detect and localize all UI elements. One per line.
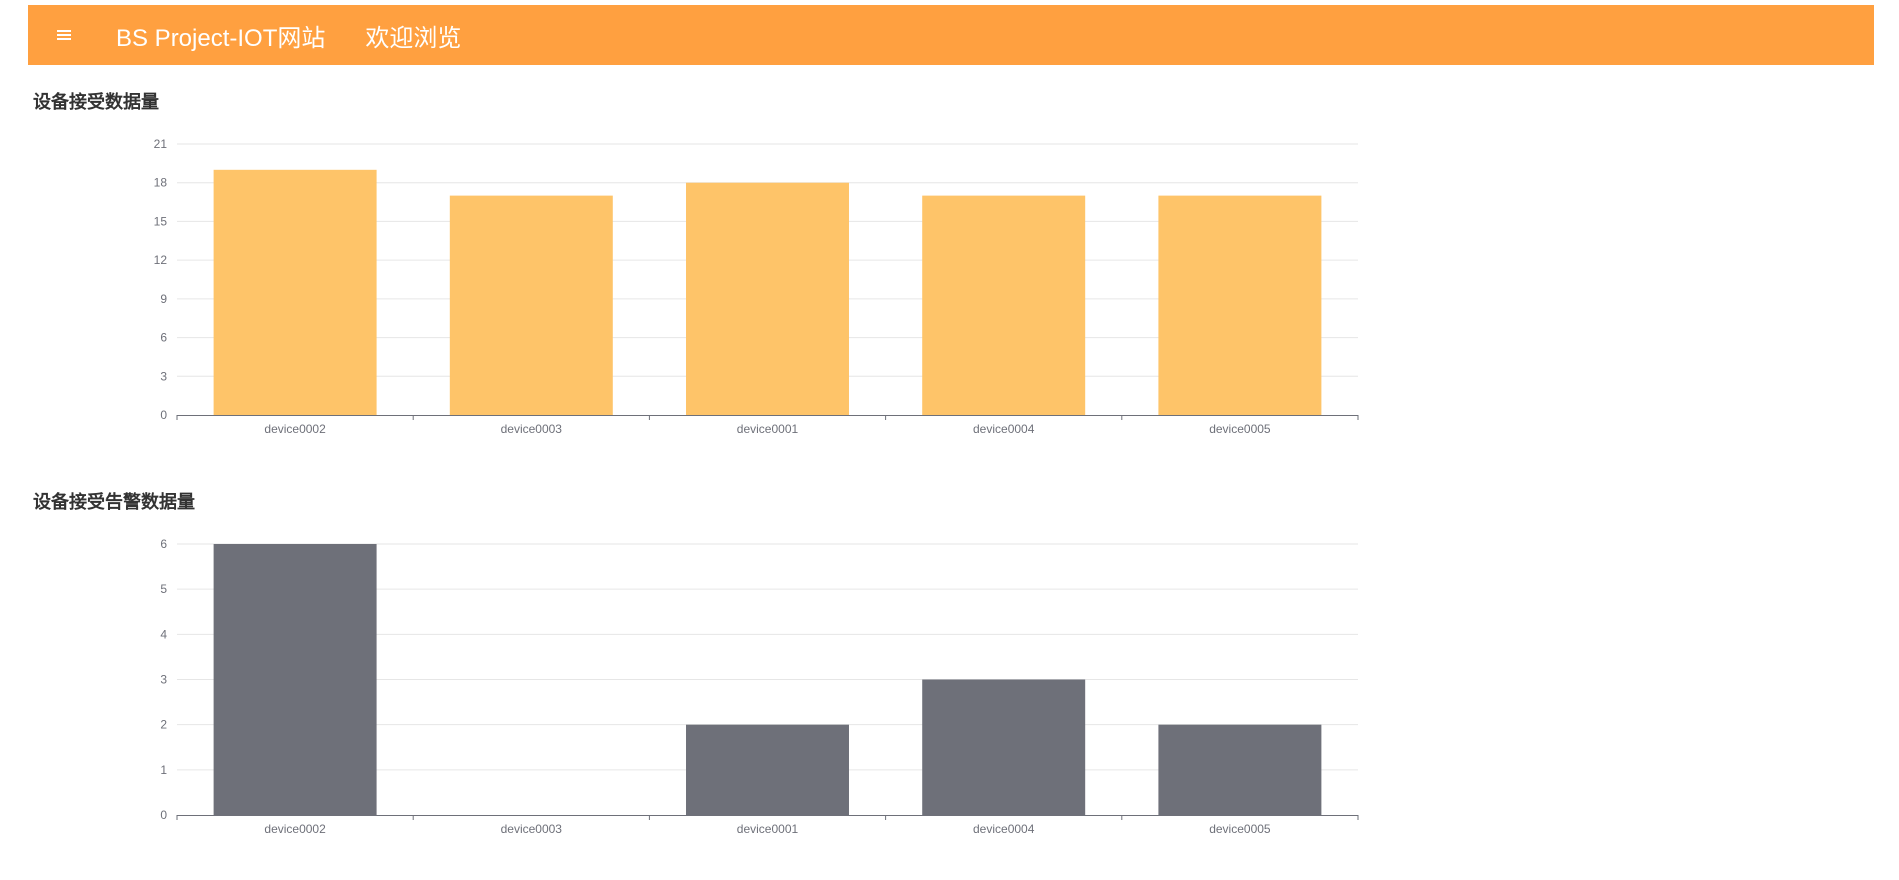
y-tick-label: 12 [154, 253, 168, 267]
y-tick-label: 6 [160, 331, 167, 345]
x-tick-label: device0002 [264, 822, 326, 836]
hamburger-menu-icon[interactable] [28, 5, 88, 65]
y-tick-label: 3 [160, 673, 167, 687]
x-tick-label: device0001 [737, 822, 799, 836]
x-tick-label: device0005 [1209, 422, 1271, 436]
y-tick-label: 15 [154, 214, 168, 228]
section-title-alarm-count: 设备接受告警数据量 [33, 492, 195, 512]
y-tick-label: 5 [160, 582, 167, 596]
device-data-count-chart: 0 3 6 9 12 15 18 21 device0002 device0003 device00… [154, 137, 1359, 436]
bar-device0005[interactable] [1158, 724, 1322, 815]
bar-device0003[interactable] [449, 195, 613, 415]
bar-device0002[interactable] [213, 544, 377, 815]
x-tick-label: device0002 [264, 422, 326, 436]
x-tick-label: device0004 [973, 422, 1035, 436]
x-tick-label: device0001 [737, 422, 799, 436]
x-tick-label: device0003 [501, 822, 563, 836]
bar-device0005[interactable] [1158, 195, 1322, 415]
y-tick-label: 6 [160, 537, 167, 551]
bar-device0002[interactable] [213, 169, 377, 415]
section-title-data-count: 设备接受数据量 [33, 92, 159, 112]
x-tick-label: device0003 [501, 422, 563, 436]
top-navbar: BS Project-IOT网站 欢迎浏览 [28, 5, 1874, 65]
y-tick-label: 4 [160, 627, 167, 641]
y-tick-label: 0 [160, 408, 167, 422]
bar-device0001[interactable] [686, 724, 849, 815]
y-tick-label: 3 [160, 369, 167, 383]
x-tick-label: device0004 [973, 822, 1035, 836]
y-tick-label: 9 [160, 292, 167, 306]
site-brand-link[interactable]: BS Project-IOT网站 [116, 24, 326, 52]
bar-device0001[interactable] [686, 182, 849, 415]
welcome-text: 欢迎浏览 [365, 24, 462, 52]
y-tick-label: 21 [154, 137, 168, 151]
y-tick-label: 18 [154, 176, 168, 190]
x-tick-label: device0005 [1209, 822, 1271, 836]
y-tick-label: 1 [160, 763, 167, 777]
bar-device0004[interactable] [922, 195, 1086, 415]
device-alarm-count-chart: 0 1 2 3 4 5 6 device0002 device0003 device0001 dev… [160, 537, 1359, 836]
bar-device0004[interactable] [922, 679, 1086, 816]
y-tick-label: 0 [160, 808, 167, 822]
y-tick-label: 2 [160, 718, 167, 732]
